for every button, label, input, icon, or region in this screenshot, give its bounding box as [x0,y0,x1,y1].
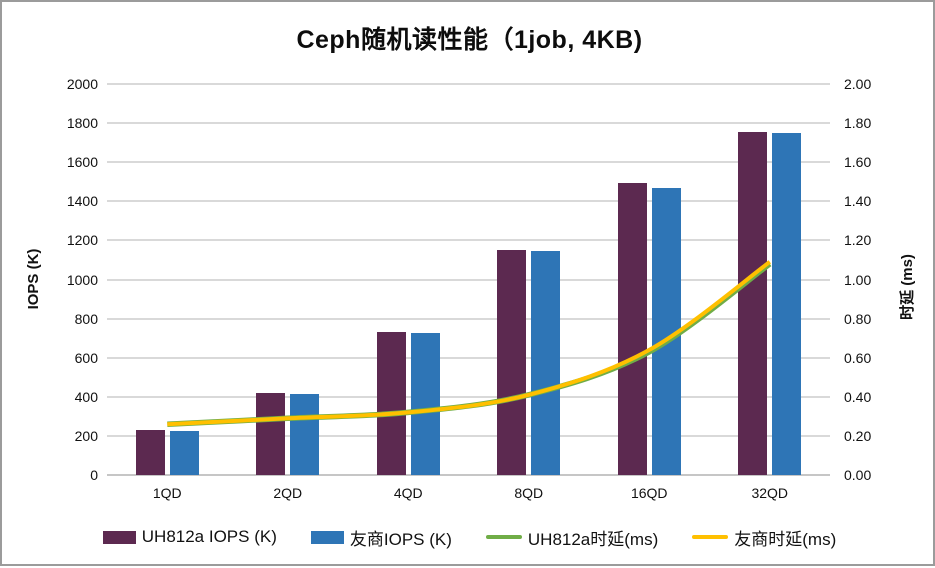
right-axis-tick-label: 1.20 [844,232,872,249]
bar-swatch-vendor-iops [310,530,344,544]
gridline [107,434,830,437]
right-axis-tick-label: 1.40 [844,193,872,210]
bar-vendor-iops [290,394,320,475]
legend: UH812a IOPS (K) 友商IOPS (K) UH812a时延(ms) … [2,524,935,550]
gridline [107,83,830,85]
line-swatch-uh812a-latency [485,534,522,540]
bar-swatch-uh812a-iops [102,530,136,544]
right-axis-tick-label: 1.00 [844,271,872,288]
bar-vendor-iops [772,132,802,475]
right-axis-tick-label: 0.40 [844,388,872,405]
bar-uh812a-iops [738,131,768,475]
gridline [107,395,830,398]
gridline [107,122,830,125]
left-axis-tick-label: 0 [90,467,98,483]
x-axis-label: 1QD [152,485,182,501]
right-axis-tick-label: 0.00 [844,467,872,483]
gridline [107,161,830,164]
legend-label: UH812a IOPS (K) [141,527,277,546]
bar-vendor-iops [531,250,561,475]
line-swatch-vendor-latency [692,534,729,540]
right-axis-tick-label: 2.00 [844,76,872,92]
left-axis-tick-label: 1400 [66,193,98,210]
right-axis-tick-label: 1.60 [844,154,872,171]
right-axis-tick-label: 0.80 [844,310,872,327]
bar-uh812a-iops [617,182,647,475]
x-axis-label: 2QD [273,485,303,501]
bar-uh812a-iops [376,332,406,475]
legend-label: 友商时延(ms) [734,529,837,549]
left-axis-tick-label: 1800 [66,115,98,132]
bar-uh812a-iops [256,392,286,475]
left-axis-tick-label: 400 [74,388,98,405]
left-axis-tick-label: 600 [74,349,98,366]
x-axis-line [107,474,830,476]
legend-item-vendor-latency: 友商时延(ms) [692,525,836,550]
legend-item-uh812a-iops: UH812a IOPS (K) [102,527,277,547]
bar-vendor-iops [410,333,440,475]
left-axis-tick-label: 1200 [66,232,98,249]
legend-item-uh812a-latency: UH812a时延(ms) [485,525,659,550]
legend-label: UH812a时延(ms) [527,529,659,549]
legend-item-vendor-iops: 友商IOPS (K) [310,525,452,550]
gridline [107,278,830,281]
bar-uh812a-iops [135,430,165,475]
gridline [107,356,830,359]
chart-title: Ceph随机读性能（1job, 4KB) [296,26,643,54]
x-axis-label: 32QD [751,485,789,501]
gridline [107,239,830,242]
x-axis-label: 4QD [393,485,423,501]
left-axis-tick-label: 1600 [66,154,98,171]
left-axis-tick-label: 2000 [66,76,98,92]
left-axis-tick-label: 800 [74,310,98,327]
x-axis-label: 16QD [630,485,668,501]
x-axis-label: 8QD [514,485,544,501]
right-axis-tick-label: 0.60 [844,349,872,366]
gridline [107,317,830,320]
gridline [107,200,830,203]
bar-vendor-iops [169,431,199,475]
left-axis-tick-label: 200 [74,427,98,444]
bar-uh812a-iops [497,250,527,475]
legend-label: 友商IOPS (K) [349,529,452,549]
left-axis-tick-label: 1000 [66,271,98,288]
bar-vendor-iops [651,188,681,475]
right-axis-tick-label: 1.80 [844,115,872,132]
right-axis-tick-label: 0.20 [844,427,872,444]
